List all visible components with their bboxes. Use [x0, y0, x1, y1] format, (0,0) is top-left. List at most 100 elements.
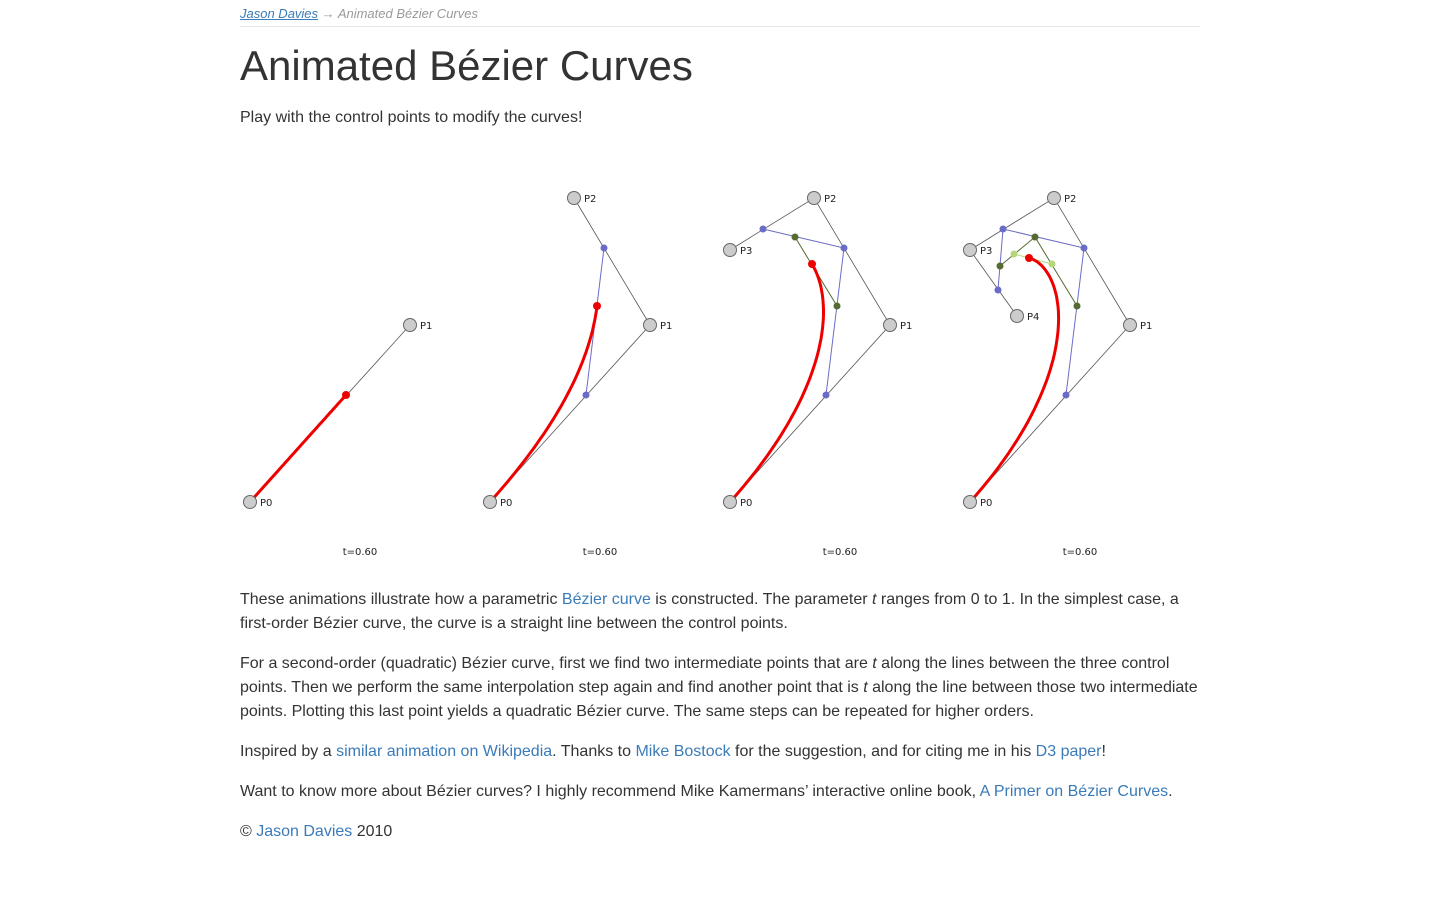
- point-label: P3: [740, 246, 752, 257]
- caption: t=0.60: [343, 547, 378, 558]
- curve-point: [342, 391, 350, 399]
- point-label: P1: [1140, 321, 1152, 332]
- point-label: P1: [900, 321, 912, 332]
- link[interactable]: similar animation on Wikipedia: [336, 743, 553, 760]
- point-label: P0: [980, 498, 992, 509]
- caption: t=0.60: [1063, 547, 1098, 558]
- text: along the lines between the three contro…: [240, 655, 1170, 696]
- intermediate-point: [994, 286, 1002, 294]
- intermediate-point: [600, 244, 608, 252]
- link[interactable]: Jason Davies: [256, 823, 353, 840]
- text: ranges from 0 to 1. In the simplest case…: [240, 591, 1179, 632]
- curve: [968, 256, 1061, 503]
- intermediate-point: [1010, 250, 1018, 258]
- intermediate-point: [833, 302, 841, 310]
- construction-line: [999, 236, 1078, 307]
- intermediate-point: [1031, 233, 1039, 241]
- point-label: P0: [500, 498, 512, 509]
- control-point: [1010, 309, 1024, 323]
- construction-line: [997, 228, 1085, 396]
- construction-line: [729, 197, 891, 503]
- text: Want to know more about Bézier curves? I…: [240, 783, 980, 800]
- control-point: [807, 191, 821, 205]
- emphasis: t: [863, 679, 868, 696]
- control-point: [963, 243, 977, 257]
- figures: P0 P1 t=0.60 P0 P1 P2 t=0.60 P0 P1 P2 P3 t=0.60 P0 P1…: [243, 191, 1152, 558]
- curve-point: [593, 302, 601, 310]
- separator: →: [321, 6, 335, 21]
- control-point: [963, 495, 977, 509]
- text: along the line between those two interme…: [240, 679, 1198, 720]
- point-label: P1: [420, 321, 432, 332]
- intermediate-point: [1062, 391, 1070, 399]
- point-label: P2: [824, 194, 836, 205]
- intermediate-point: [996, 262, 1004, 270]
- link[interactable]: Bézier curve: [561, 591, 651, 608]
- intermediate-point: [840, 244, 848, 252]
- curve: [728, 263, 825, 503]
- link[interactable]: A Primer on Bézier Curves: [979, 783, 1169, 800]
- text: !: [1101, 743, 1106, 760]
- point-label: P0: [740, 498, 752, 509]
- paragraph: For a second-order (quadratic) Bézier cu…: [240, 652, 1200, 724]
- breadcrumb: Jason Davies → Animated Bézier Curves: [240, 6, 1200, 27]
- point-label: P2: [584, 194, 596, 205]
- curve: [248, 394, 348, 503]
- construction-line: [762, 228, 845, 396]
- text: .: [1168, 783, 1173, 800]
- construction-line: [489, 197, 651, 503]
- control-point: [567, 191, 581, 205]
- control-point: [883, 318, 897, 332]
- intermediate-point: [1080, 244, 1088, 252]
- control-point: [403, 318, 417, 332]
- text: ©: [240, 823, 257, 840]
- control-point: [243, 495, 257, 509]
- point-label: P2: [1064, 194, 1076, 205]
- text: For a second-order (quadratic) Bézier cu…: [240, 655, 873, 672]
- link[interactable]: D3 paper: [1035, 743, 1102, 760]
- text: for the suggestion, and for citing me in…: [730, 743, 1036, 760]
- control-point: [1047, 191, 1061, 205]
- text: . Thanks to: [552, 743, 636, 760]
- intermediate-point: [999, 225, 1007, 233]
- article: These animations illustrate how a parame…: [240, 588, 1200, 860]
- intermediate-point: [759, 225, 767, 233]
- text: 2010: [352, 823, 393, 840]
- control-point: [1123, 318, 1137, 332]
- subtitle: Play with the control points to modify t…: [240, 109, 583, 126]
- text: is constructed. The parameter: [650, 591, 872, 608]
- point-label: P1: [660, 321, 672, 332]
- curve-point: [1025, 254, 1033, 262]
- intermediate-point: [1073, 302, 1081, 310]
- control-point: [723, 495, 737, 509]
- point-label: P4: [1027, 312, 1039, 323]
- paragraph: Inspired by a similar animation on Wikip…: [240, 740, 1200, 764]
- point-label: P0: [260, 498, 272, 509]
- paragraph: © Jason Davies 2010: [240, 820, 1200, 844]
- text: These animations illustrate how a parame…: [240, 591, 562, 608]
- curve-point: [808, 260, 816, 268]
- control-point: [483, 495, 497, 509]
- home-link[interactable]: Jason Davies: [240, 6, 319, 21]
- current-page: Animated Bézier Curves: [337, 6, 478, 21]
- emphasis: t: [871, 591, 877, 608]
- paragraph: These animations illustrate how a parame…: [240, 588, 1200, 636]
- text: Inspired by a: [240, 743, 337, 760]
- construction-line: [969, 197, 1131, 503]
- curve: [488, 305, 599, 503]
- intermediate-point: [1048, 260, 1056, 268]
- point-label: P3: [980, 246, 992, 257]
- intermediate-point: [582, 391, 590, 399]
- control-point: [723, 243, 737, 257]
- caption: t=0.60: [823, 547, 858, 558]
- intermediate-point: [822, 391, 830, 399]
- title: Animated Bézier Curves: [240, 42, 693, 89]
- paragraph: Want to know more about Bézier curves? I…: [240, 780, 1200, 804]
- intermediate-point: [791, 233, 799, 241]
- link[interactable]: Mike Bostock: [635, 743, 731, 760]
- caption: t=0.60: [583, 547, 618, 558]
- emphasis: t: [872, 655, 877, 672]
- control-point: [643, 318, 657, 332]
